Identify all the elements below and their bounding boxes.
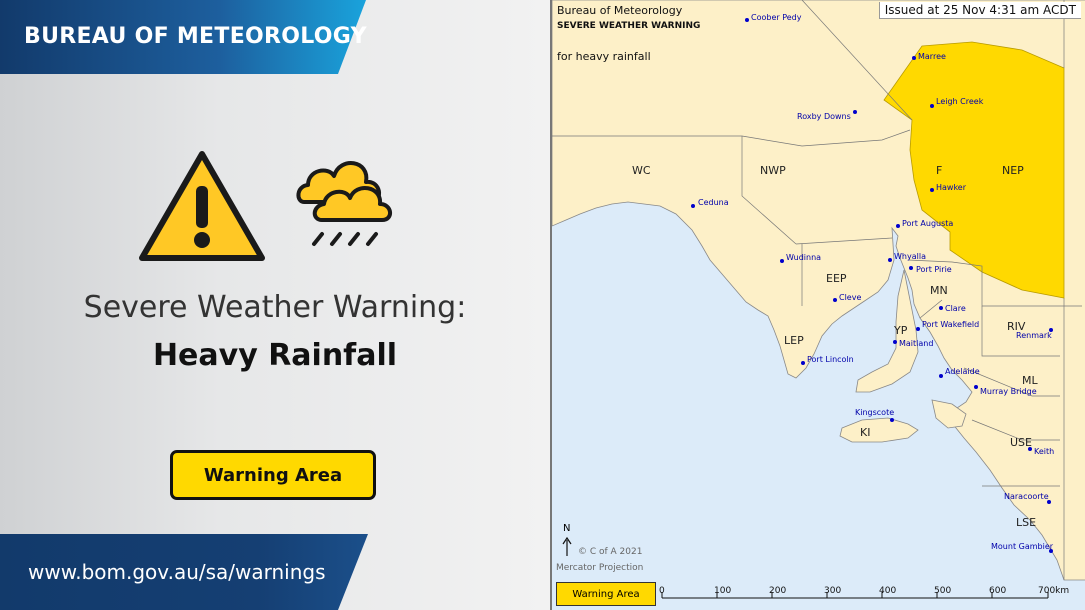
- map-agency: Bureau of Meteorology: [557, 4, 683, 17]
- district-label-nwp: NWP: [760, 164, 786, 177]
- town-label-roxby-downs: Roxby Downs: [797, 112, 851, 121]
- town-marker-kingscote: [890, 418, 894, 422]
- district-label-wc: WC: [632, 164, 651, 177]
- warning-map[interactable]: Bureau of Meteorology SEVERE WEATHER WAR…: [550, 0, 1085, 610]
- district-label-lse: LSE: [1016, 516, 1037, 529]
- town-label-renmark: Renmark: [1016, 331, 1052, 340]
- district-label-mn: MN: [930, 284, 948, 297]
- scale-label: 200: [769, 586, 787, 596]
- town-marker-port-augusta: [896, 224, 900, 228]
- town-label-port-wakefield: Port Wakefield: [922, 320, 980, 329]
- town-marker-whyalla: [888, 258, 892, 262]
- town-label-hawker: Hawker: [936, 183, 967, 192]
- town-label-maitland: Maitland: [899, 339, 934, 348]
- town-label-kingscote: Kingscote: [855, 408, 895, 417]
- town-label-coober-pedy: Coober Pedy: [751, 13, 802, 22]
- yorke-peninsula: [855, 269, 919, 393]
- warning-area-polygon: [883, 41, 1065, 299]
- town-marker-cleve: [833, 298, 837, 302]
- town-marker-wudinna: [780, 259, 784, 263]
- north-label: N: [563, 523, 571, 534]
- town-marker-murray-bridge: [974, 385, 978, 389]
- town-label-wudinna: Wudinna: [786, 253, 822, 262]
- warning-area-button[interactable]: Warning Area: [170, 450, 376, 500]
- town-marker-marree: [912, 56, 916, 60]
- town-label-mount-gambier: Mount Gambier: [991, 542, 1054, 551]
- scale-bar: [661, 592, 1049, 599]
- district-label-nep: NEP: [1002, 164, 1024, 177]
- scale-label: 500: [934, 586, 952, 596]
- town-label-leigh-creek: Leigh Creek: [936, 97, 984, 106]
- brand-banner: [0, 0, 366, 74]
- kangaroo-island: [839, 417, 919, 443]
- town-marker-naracoorte: [1047, 500, 1051, 504]
- legend-warning-area: Warning Area: [556, 582, 656, 606]
- town-marker-coober-pedy: [745, 18, 749, 22]
- scale-label: 600: [989, 586, 1007, 596]
- warning-title: Severe Weather Warning:: [83, 290, 467, 325]
- district-boundaries: [552, 0, 1082, 580]
- town-label-clare: Clare: [945, 304, 966, 313]
- brand-title: BUREAU OF METEOROLOGY: [24, 24, 367, 49]
- town-marker-mount-gambier: [1049, 549, 1053, 553]
- town-label-marree: Marree: [918, 52, 946, 61]
- warning-triangle-icon: [139, 151, 265, 261]
- town-marker-port-lincoln: [801, 361, 805, 365]
- town-marker-port-pirie: [909, 266, 913, 270]
- district-label-yp: YP: [894, 324, 908, 337]
- town-marker-adelaide: [939, 374, 943, 378]
- scale-label: 100: [714, 586, 732, 596]
- copyright-text: © C of A 2021: [578, 547, 643, 557]
- fleurieu-coast: [931, 399, 967, 429]
- map-warning-type: SEVERE WEATHER WARNING: [557, 21, 701, 31]
- town-marker-clare: [939, 306, 943, 310]
- scale-label: 300: [824, 586, 842, 596]
- district-label-riv: RIV: [1007, 320, 1026, 333]
- town-marker-maitland: [893, 340, 897, 344]
- town-label-naracoorte: Naracoorte: [1004, 492, 1049, 501]
- town-label-murray-bridge: Murray Bridge: [980, 387, 1037, 396]
- town-label-port-pirie: Port Pirie: [916, 265, 952, 274]
- town-label-cleve: Cleve: [839, 293, 862, 302]
- issued-time: Issued at 25 Nov 4:31 am ACDT: [878, 2, 1081, 19]
- town-marker-roxby-downs: [853, 110, 857, 114]
- url-banner: [0, 534, 368, 610]
- district-label-ml: ML: [1022, 374, 1038, 387]
- town-label-whyalla: Whyalla: [894, 252, 926, 261]
- district-label-ki: KI: [860, 426, 871, 439]
- map-canvas: [552, 0, 1085, 610]
- town-label-ceduna: Ceduna: [698, 198, 729, 207]
- rain-cloud-icon: [296, 161, 392, 246]
- district-label-f: F: [936, 164, 943, 177]
- town-marker-hawker: [930, 188, 934, 192]
- scale-label: 400: [879, 586, 897, 596]
- town-label-adelaide: Adelaide: [945, 367, 980, 376]
- town-label-keith: Keith: [1034, 447, 1055, 456]
- hazard-title: Heavy Rainfall: [152, 338, 398, 373]
- district-label-eep: EEP: [826, 272, 847, 285]
- town-marker-leigh-creek: [930, 104, 934, 108]
- town-label-port-lincoln: Port Lincoln: [807, 355, 854, 364]
- north-arrow-icon: [562, 536, 572, 556]
- left-panel: BUREAU OF METEOROLOGY Severe Weather War…: [0, 0, 550, 610]
- town-label-port-augusta: Port Augusta: [902, 219, 954, 228]
- projection-text: Mercator Projection: [556, 563, 644, 573]
- town-marker-port-wakefield: [916, 327, 920, 331]
- map-hazard-text: for heavy rainfall: [557, 50, 651, 63]
- scale-label: 700km: [1038, 586, 1070, 596]
- town-marker-keith: [1028, 447, 1032, 451]
- town-marker-renmark: [1049, 328, 1053, 332]
- town-marker-ceduna: [691, 204, 695, 208]
- district-label-lep: LEP: [784, 334, 804, 347]
- district-label-use: USE: [1010, 436, 1032, 449]
- scale-label: 0: [659, 586, 665, 596]
- warnings-url-link[interactable]: www.bom.gov.au/sa/warnings: [28, 560, 326, 584]
